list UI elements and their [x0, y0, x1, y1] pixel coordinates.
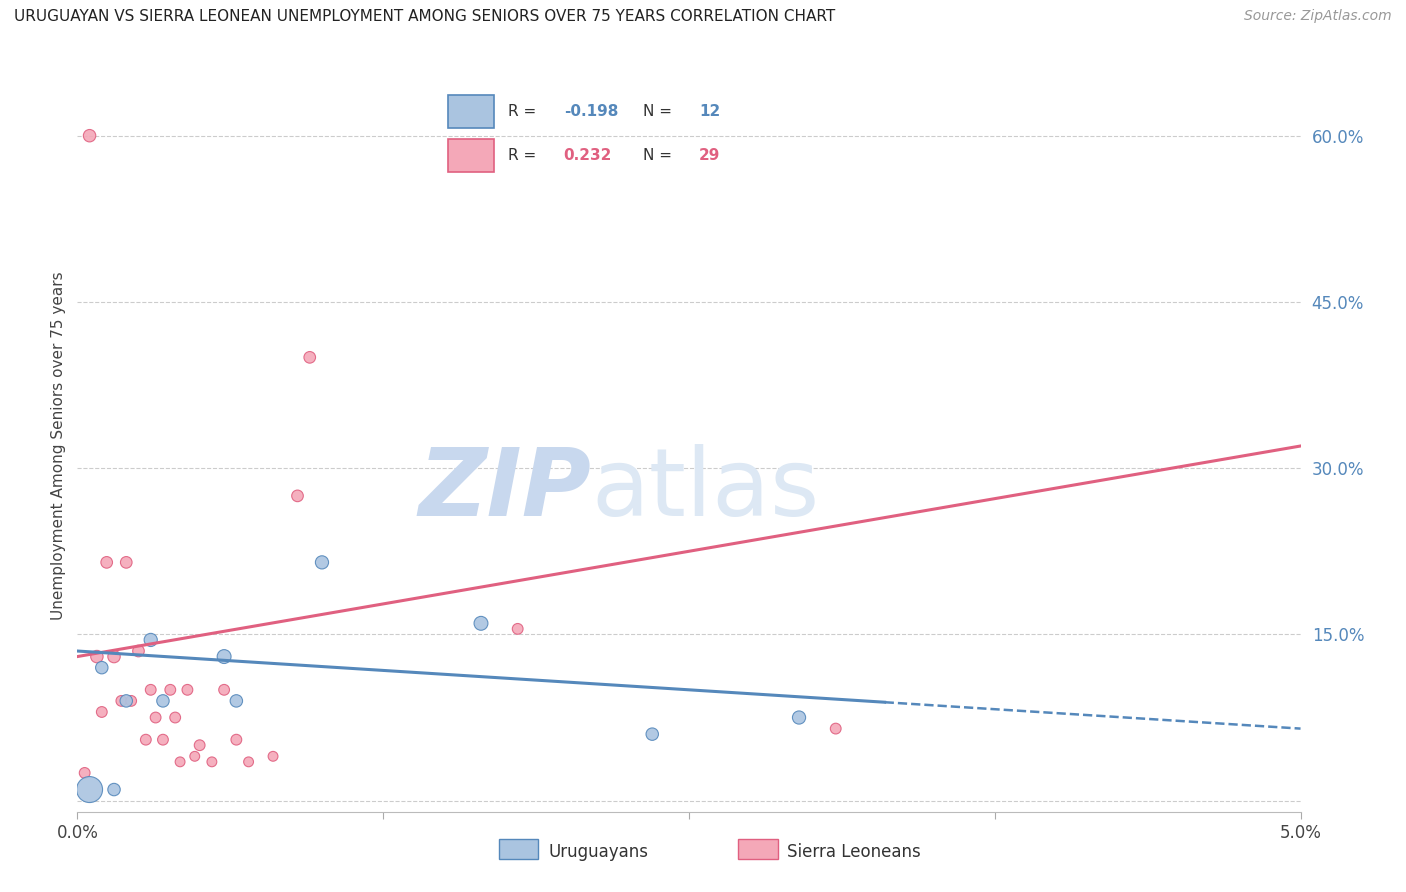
Point	[135, 732, 157, 747]
Point	[86, 649, 108, 664]
Point	[103, 782, 125, 797]
Point	[73, 766, 96, 780]
Point	[90, 705, 112, 719]
Point	[287, 489, 309, 503]
Point	[238, 755, 260, 769]
Point	[159, 682, 181, 697]
Point	[188, 738, 211, 752]
Point	[176, 682, 198, 697]
Point	[139, 632, 162, 647]
Text: Source: ZipAtlas.com: Source: ZipAtlas.com	[1244, 9, 1392, 23]
Text: Sierra Leoneans: Sierra Leoneans	[787, 843, 921, 861]
Point	[139, 682, 162, 697]
Point	[184, 749, 207, 764]
Point	[212, 649, 235, 664]
Point	[90, 660, 112, 674]
Point	[127, 644, 149, 658]
Point	[152, 732, 174, 747]
Text: atlas: atlas	[591, 444, 820, 536]
Point	[641, 727, 664, 741]
Point	[103, 649, 125, 664]
Y-axis label: Unemployment Among Seniors over 75 years: Unemployment Among Seniors over 75 years	[51, 272, 66, 620]
Point	[169, 755, 191, 769]
Point	[262, 749, 284, 764]
Text: Uruguayans: Uruguayans	[548, 843, 648, 861]
Point	[120, 694, 142, 708]
Text: ZIP: ZIP	[418, 444, 591, 536]
Point	[115, 555, 138, 569]
Point	[165, 710, 187, 724]
Point	[152, 694, 174, 708]
Point	[225, 732, 247, 747]
Point	[470, 616, 492, 631]
Point	[311, 555, 333, 569]
Point	[506, 622, 529, 636]
Point	[115, 694, 138, 708]
Point	[110, 694, 132, 708]
Point	[225, 694, 247, 708]
Point	[298, 351, 321, 365]
Point	[787, 710, 810, 724]
Point	[201, 755, 224, 769]
Point	[145, 710, 167, 724]
Point	[824, 722, 846, 736]
Text: URUGUAYAN VS SIERRA LEONEAN UNEMPLOYMENT AMONG SENIORS OVER 75 YEARS CORRELATION: URUGUAYAN VS SIERRA LEONEAN UNEMPLOYMENT…	[14, 9, 835, 24]
Point	[79, 782, 101, 797]
Point	[212, 682, 235, 697]
Point	[79, 128, 101, 143]
Point	[96, 555, 118, 569]
